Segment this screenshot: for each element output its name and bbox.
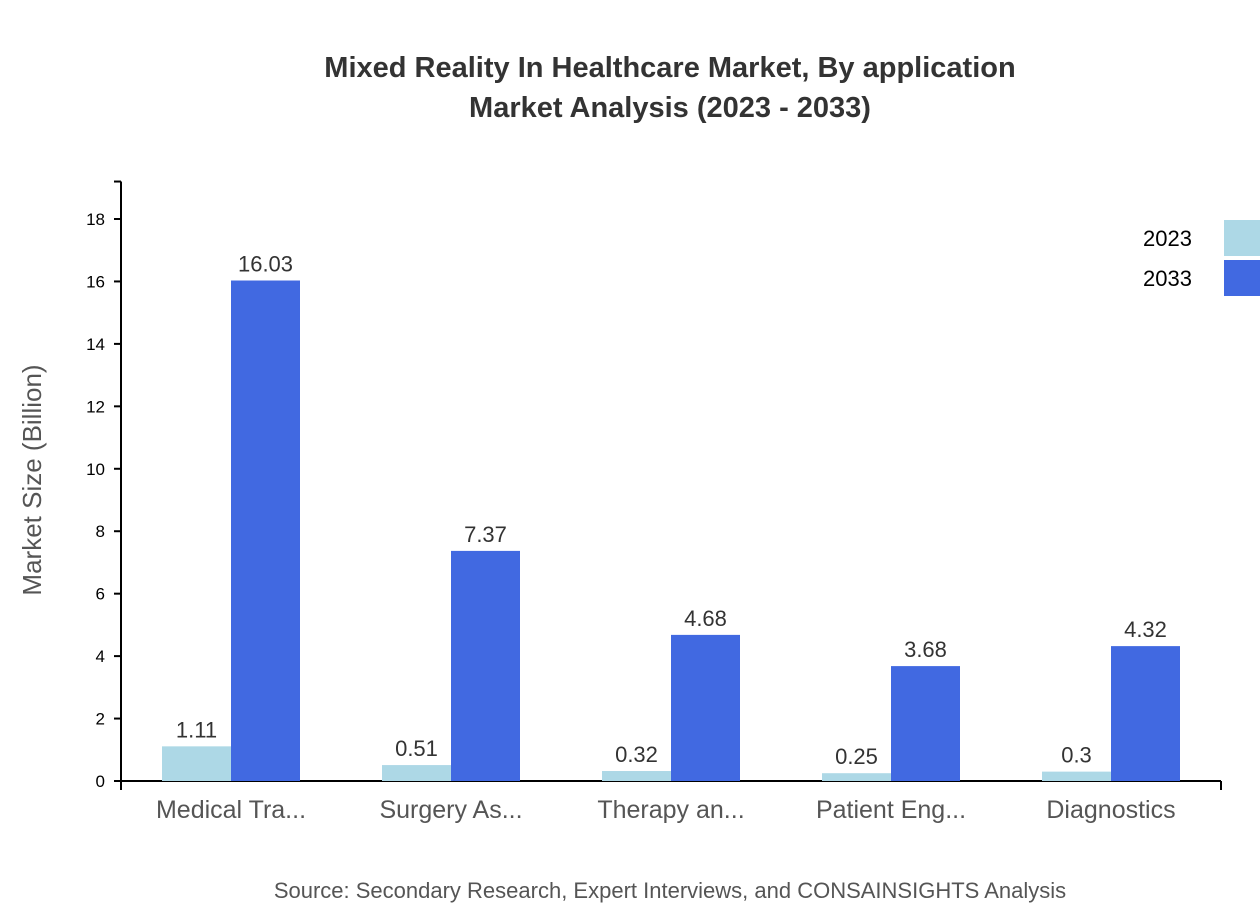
bar-2023 xyxy=(602,771,671,781)
y-tick-label: 8 xyxy=(96,522,105,541)
bar-2033 xyxy=(451,550,520,781)
chart-title: Mixed Reality In Healthcare Market, By a… xyxy=(324,52,1016,84)
data-label: 16.03 xyxy=(238,252,293,277)
legend-label: 2023 xyxy=(1143,226,1192,251)
data-label: 4.32 xyxy=(1124,617,1167,642)
y-tick-label: 6 xyxy=(96,585,105,604)
source-note: Source: Secondary Research, Expert Inter… xyxy=(273,878,1067,903)
y-tick-label: 14 xyxy=(86,335,105,354)
y-tick-label: 4 xyxy=(96,647,105,666)
bar-2033 xyxy=(891,666,960,781)
legend-swatch xyxy=(1224,220,1260,256)
data-label: 0.32 xyxy=(615,742,658,767)
data-label: 0.3 xyxy=(1061,743,1092,768)
legend-label: 2033 xyxy=(1143,266,1192,291)
data-label: 1.11 xyxy=(176,717,217,742)
y-tick-label: 18 xyxy=(86,210,105,229)
data-label: 4.68 xyxy=(684,606,727,631)
y-tick-label: 12 xyxy=(86,397,105,416)
chart-subtitle: Market Analysis (2023 - 2033) xyxy=(469,92,871,124)
data-label: 3.68 xyxy=(904,637,947,662)
y-tick-label: 0 xyxy=(96,772,105,791)
bar-2023 xyxy=(382,765,451,781)
bar-2033 xyxy=(231,280,300,781)
bar-2033 xyxy=(671,634,740,781)
x-tick-label: Medical Tra... xyxy=(156,796,306,824)
y-tick-label: 2 xyxy=(96,710,105,729)
x-tick-label: Therapy an... xyxy=(597,796,744,824)
x-tick-label: Surgery As... xyxy=(379,796,522,824)
bar-2023 xyxy=(822,773,891,781)
y-axis-label: Market Size (Billion) xyxy=(17,364,47,595)
bar-2023 xyxy=(1042,771,1111,781)
data-label: 0.51 xyxy=(395,736,438,761)
y-tick-label: 10 xyxy=(86,460,105,479)
data-label: 0.25 xyxy=(835,744,878,769)
bar-2023 xyxy=(162,746,231,781)
x-tick-label: Patient Eng... xyxy=(816,796,966,824)
x-tick-label: Diagnostics xyxy=(1046,796,1175,824)
data-label: 7.37 xyxy=(464,522,507,547)
y-tick-label: 16 xyxy=(86,272,105,291)
legend-swatch xyxy=(1224,260,1260,296)
bar-2033 xyxy=(1111,646,1180,781)
